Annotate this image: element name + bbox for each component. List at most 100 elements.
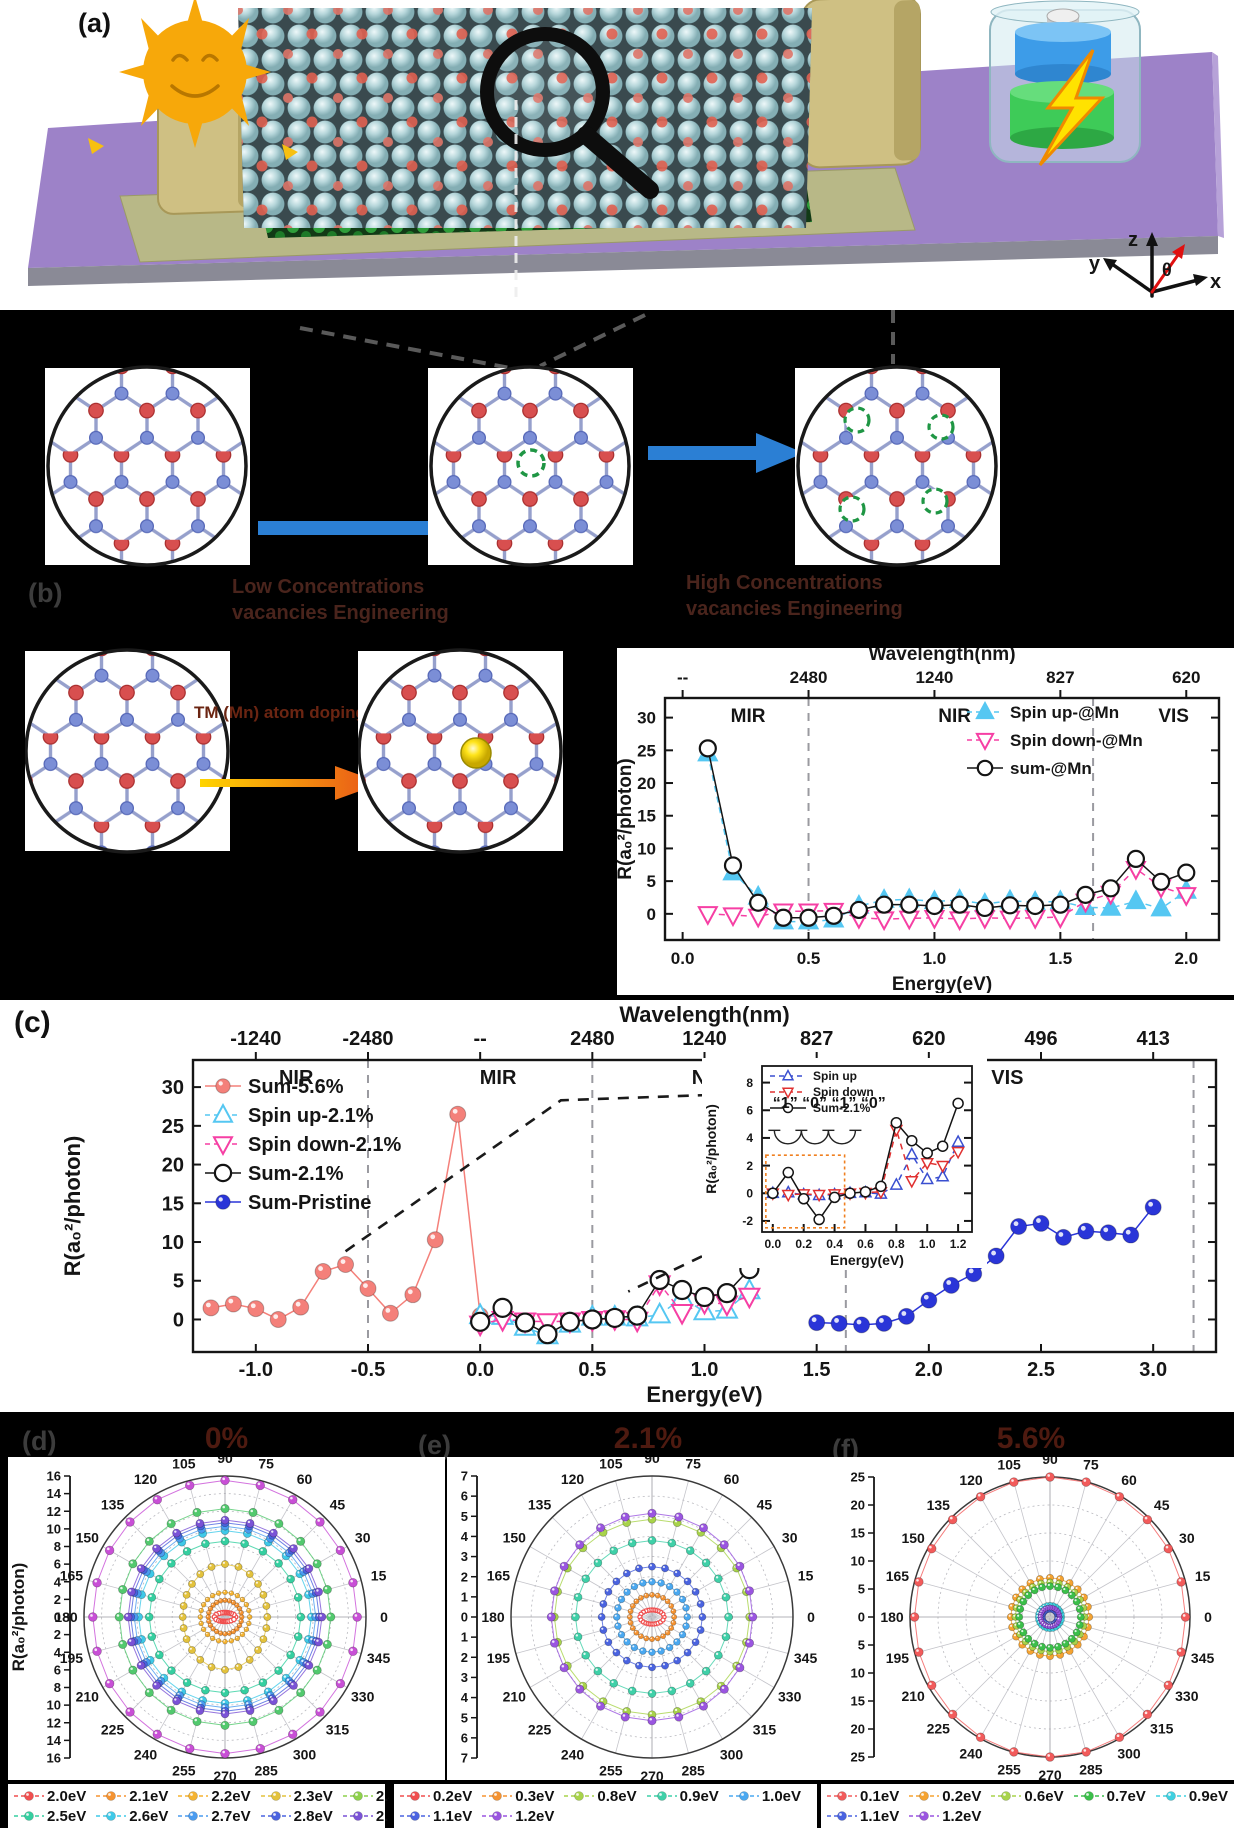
- svg-text:0: 0: [858, 1610, 865, 1625]
- svg-text:60: 60: [297, 1471, 313, 1487]
- svg-text:6: 6: [746, 1103, 753, 1117]
- svg-text:Spin down-@Mn: Spin down-@Mn: [1010, 731, 1143, 750]
- svg-text:90: 90: [644, 1457, 660, 1466]
- svg-text:--: --: [677, 668, 688, 687]
- svg-text:VIS: VIS: [1158, 706, 1189, 727]
- svg-text:195: 195: [487, 1650, 511, 1666]
- svg-text:0.0: 0.0: [764, 1237, 781, 1251]
- svg-text:Wavelength(nm): Wavelength(nm): [619, 1002, 789, 1027]
- svg-text:105: 105: [172, 1457, 196, 1471]
- legend-item-label: 1.1eV: [860, 1807, 900, 1825]
- svg-text:2: 2: [461, 1569, 468, 1584]
- svg-text:315: 315: [1150, 1721, 1174, 1737]
- svg-text:496: 496: [1024, 1028, 1057, 1050]
- label-tm-doping: TM (Mn) atom doping: [194, 703, 366, 722]
- svg-text:315: 315: [326, 1721, 350, 1737]
- chart-b-box: MIR NIR VIS -- 2480 1240 827 620 Wavelength(nm) 0…: [615, 644, 1234, 995]
- lightning-icon: [1038, 49, 1106, 167]
- svg-text:240: 240: [959, 1746, 983, 1762]
- vacancy-marker: [843, 406, 871, 434]
- svg-text:8: 8: [54, 1680, 61, 1695]
- svg-text:0.6: 0.6: [857, 1237, 874, 1251]
- svg-text:Sum-2.1%: Sum-2.1%: [248, 1163, 344, 1185]
- svg-text:330: 330: [1175, 1688, 1199, 1704]
- arrow-low-vacancy: [258, 508, 480, 548]
- svg-text:15: 15: [371, 1568, 387, 1584]
- svg-text:180: 180: [880, 1609, 904, 1625]
- svg-text:45: 45: [1154, 1497, 1170, 1513]
- svg-text:1240: 1240: [916, 668, 954, 687]
- svg-text:Energy(eV): Energy(eV): [646, 1382, 762, 1407]
- svg-text:0.5: 0.5: [578, 1359, 606, 1381]
- svg-text:30: 30: [355, 1529, 371, 1545]
- svg-text:270: 270: [640, 1768, 664, 1780]
- svg-text:620: 620: [1172, 668, 1200, 687]
- svg-text:R(a₀²/photon): R(a₀²/photon): [617, 758, 636, 879]
- svg-text:30: 30: [637, 709, 656, 728]
- svg-text:255: 255: [172, 1762, 196, 1778]
- vacancy-marker: [927, 413, 955, 441]
- polar-e-title: 2.1%: [613, 1422, 683, 1455]
- svg-text:60: 60: [1121, 1472, 1137, 1488]
- svg-text:2: 2: [746, 1159, 753, 1173]
- polar-f-title: 5.6%: [996, 1422, 1066, 1455]
- photon-arrow: [88, 138, 104, 154]
- svg-text:255: 255: [997, 1762, 1021, 1778]
- sun-icon: [88, 0, 298, 160]
- legend-item: 2.2eV: [178, 1788, 251, 1805]
- svg-text:2: 2: [54, 1627, 61, 1642]
- svg-text:5: 5: [173, 1271, 184, 1293]
- svg-text:3.0: 3.0: [1139, 1359, 1167, 1381]
- svg-text:8: 8: [746, 1076, 753, 1090]
- svg-text:5: 5: [858, 1638, 865, 1653]
- svg-text:4: 4: [461, 1690, 469, 1705]
- svg-text:300: 300: [720, 1747, 744, 1763]
- svg-text:120: 120: [134, 1471, 158, 1487]
- structure-circle-pristine: [45, 365, 250, 567]
- legend-item: 1.1eV: [400, 1808, 472, 1825]
- svg-text:120: 120: [959, 1472, 983, 1488]
- svg-text:NIR: NIR: [279, 1067, 314, 1089]
- axis-x-label: x: [1210, 271, 1221, 293]
- svg-text:0: 0: [746, 1186, 753, 1200]
- svg-text:0: 0: [807, 1609, 815, 1625]
- svg-text:Spin up-2.1%: Spin up-2.1%: [248, 1105, 374, 1127]
- legend-item-label: 0.3eV: [515, 1787, 555, 1805]
- legend-item: 2.1eV: [96, 1788, 168, 1805]
- svg-text:MIR: MIR: [731, 706, 766, 727]
- panel-a-label: (a): [78, 8, 111, 38]
- svg-text:330: 330: [778, 1688, 802, 1704]
- panel-c-label: (c): [14, 1006, 51, 1039]
- svg-text:60: 60: [724, 1471, 740, 1487]
- svg-text:5: 5: [647, 872, 656, 891]
- legend-item-label: 0.6eV: [1024, 1787, 1064, 1805]
- svg-text:0: 0: [54, 1610, 61, 1625]
- svg-text:25: 25: [637, 741, 656, 760]
- chart-c-box: NIRMIRNIRVIS-1240-2480--2480124082762049…: [0, 1000, 1234, 1412]
- svg-text:15: 15: [637, 807, 656, 826]
- svg-text:90: 90: [217, 1457, 233, 1466]
- svg-text:20: 20: [162, 1155, 184, 1177]
- legend-item: 1.2eV: [909, 1808, 981, 1825]
- legend-row: 1.1eV 1.2eV: [400, 1806, 811, 1826]
- chart-c: NIRMIRNIRVIS-1240-2480--2480124082762049…: [60, 1002, 1218, 1407]
- svg-text:300: 300: [293, 1747, 317, 1763]
- svg-text:-2480: -2480: [342, 1028, 393, 1050]
- legend-item-label: 2.8eV: [293, 1807, 333, 1825]
- legend-box-d: 2.0eV2.1eV2.2eV2.3eV2.4eV2.5eV2.6eV2.7eV…: [8, 1784, 497, 1828]
- svg-text:180: 180: [481, 1609, 505, 1625]
- svg-text:30: 30: [1179, 1530, 1195, 1546]
- svg-text:225: 225: [927, 1721, 951, 1737]
- legend-item: 0.8eV: [564, 1788, 637, 1805]
- svg-text:345: 345: [367, 1650, 391, 1666]
- svg-text:135: 135: [528, 1496, 552, 1512]
- svg-text:“1” “0” “1” “0”: “1” “0” “1” “0”: [773, 1095, 886, 1112]
- svg-text:255: 255: [599, 1762, 623, 1778]
- svg-text:1: 1: [461, 1630, 468, 1645]
- svg-text:Sum-5.6%: Sum-5.6%: [248, 1076, 344, 1098]
- electrode-right: [801, 0, 921, 169]
- svg-text:210: 210: [901, 1688, 925, 1704]
- svg-text:Sum-Pristine: Sum-Pristine: [248, 1192, 371, 1214]
- svg-text:2.5: 2.5: [1027, 1359, 1055, 1381]
- axis-y-label: y: [1089, 253, 1101, 275]
